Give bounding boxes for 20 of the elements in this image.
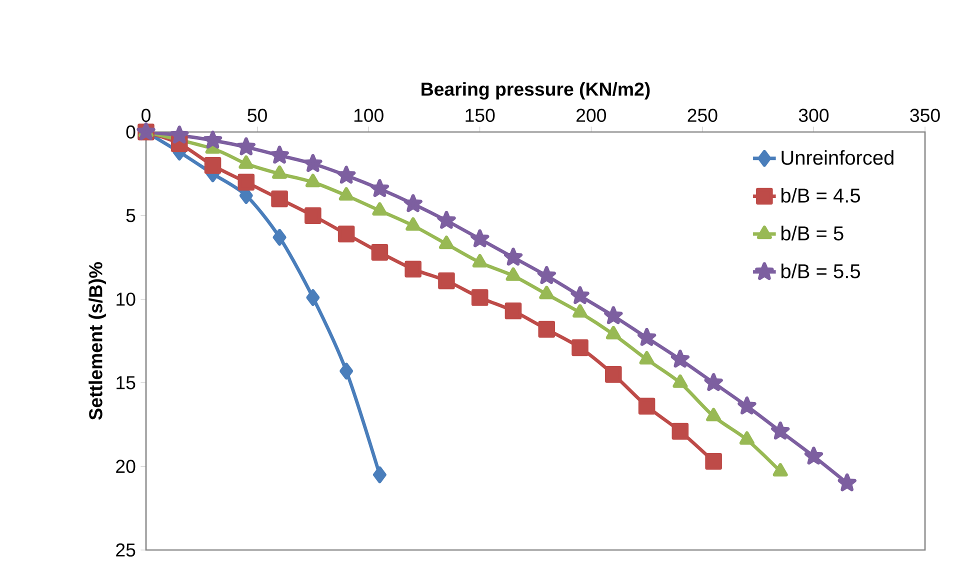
x-tick-label: 100 (354, 108, 384, 122)
x-tick-label: 350 (910, 108, 940, 122)
y-tick-label: 0 (126, 125, 136, 139)
x-tick-label: 0 (142, 108, 150, 122)
y-tick-label: 10 (116, 292, 136, 306)
legend-label: Unreinforced (782, 150, 894, 165)
x-tick-label: 200 (576, 108, 606, 122)
x-axis-title: Bearing pressure (KN/m2) (422, 82, 650, 100)
x-tick-label: 150 (466, 108, 495, 122)
y-tick-label: 25 (116, 543, 136, 557)
legend-label: b/B = 5 (782, 226, 844, 240)
y-tick-label: 15 (116, 376, 136, 390)
y-axis-title: Settlement (s/B)% (88, 262, 106, 420)
x-tick-label: 50 (248, 108, 267, 122)
x-tick-label: 300 (798, 108, 829, 122)
x-tick-label: 250 (688, 108, 718, 122)
y-tick-label: 20 (116, 460, 136, 474)
legend-label: b/B = 4.5 (782, 188, 860, 203)
y-tick-label: 5 (126, 209, 136, 222)
legend-label: b/B = 5.5 (782, 264, 860, 278)
